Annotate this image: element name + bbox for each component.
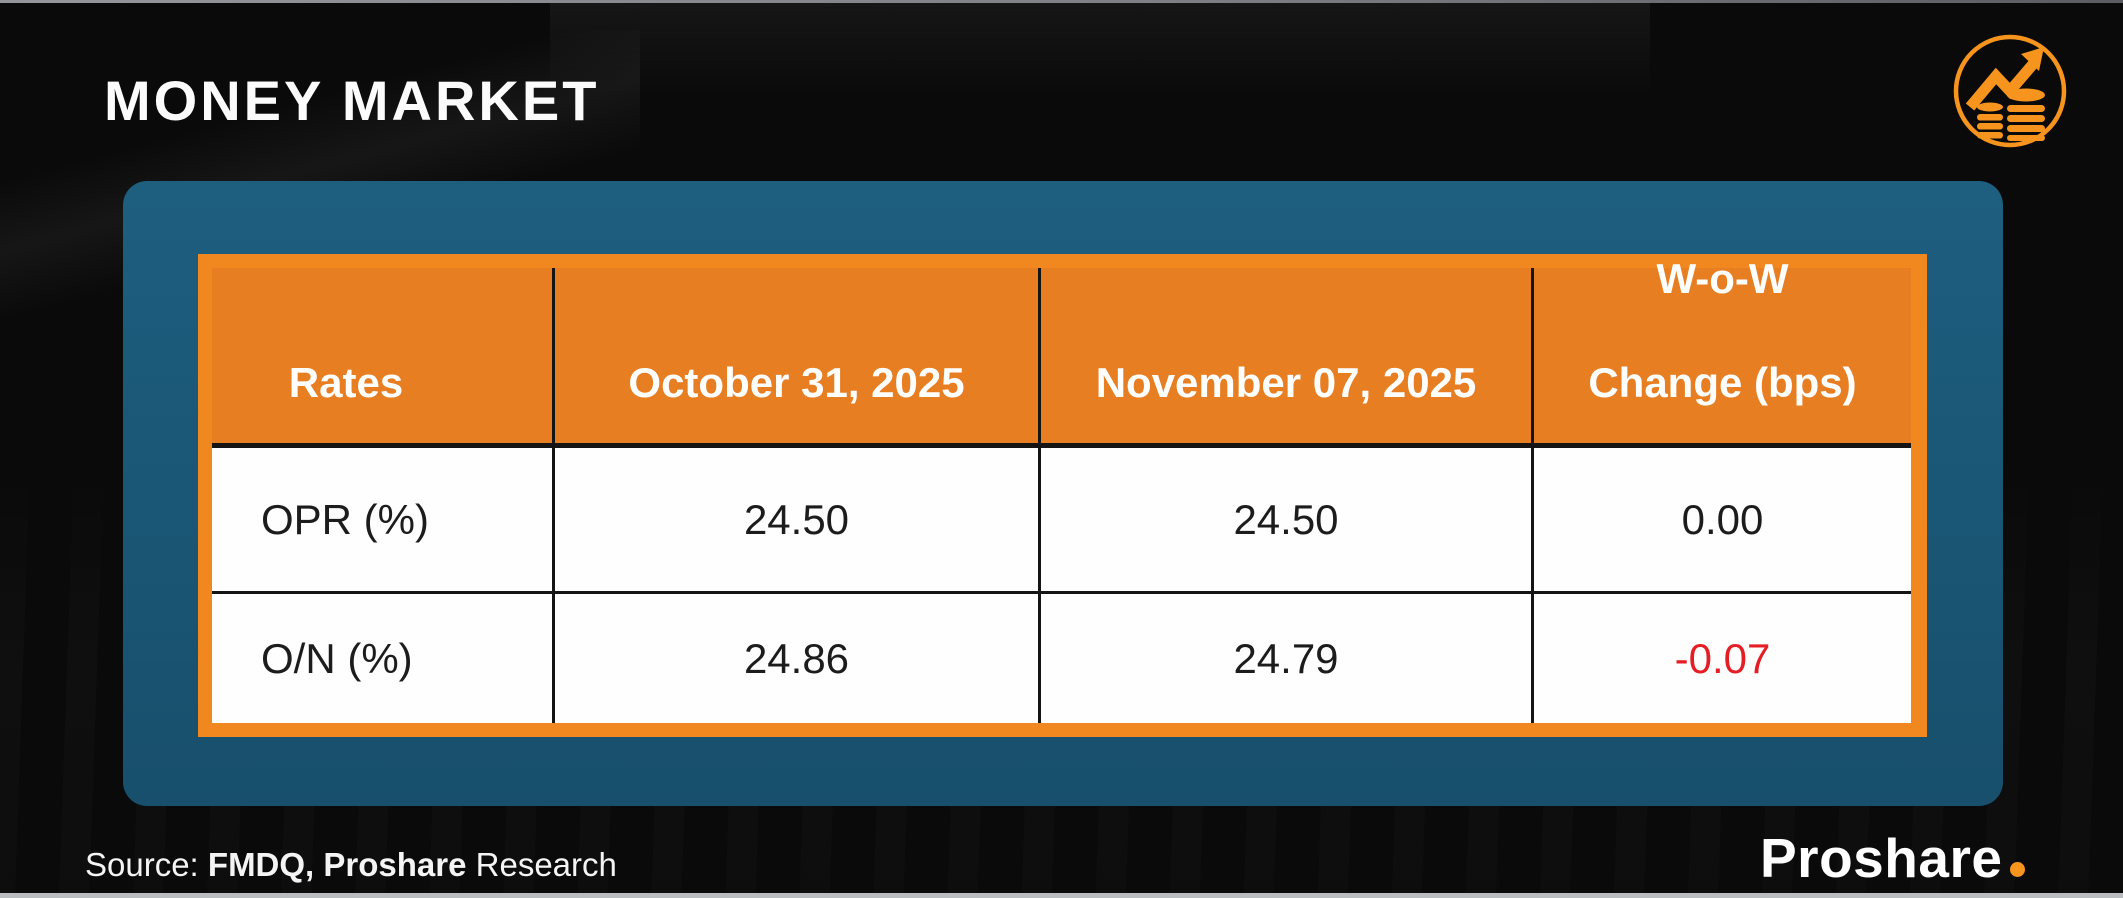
proshare-wordmark-text: Proshare (1760, 827, 2003, 889)
source-prefix: Source: (85, 846, 208, 883)
on-label: O/N (%) (261, 634, 413, 682)
page-title: MONEY MARKET (104, 69, 600, 132)
source-line: Source: FMDQ, Proshare Research (85, 846, 617, 884)
opr-curr-value: 24.50 (1233, 495, 1339, 543)
header-october-label: October 31, 2025 (628, 359, 965, 406)
header-wow-line1: W-o-W (1656, 255, 1789, 302)
source-bold: FMDQ, Proshare (207, 846, 467, 883)
top-edge-line (0, 0, 2123, 3)
header-wow-line2: Change (bps) (1588, 359, 1857, 406)
on-change-value: -0.07 (1674, 634, 1771, 682)
rates-table-frame: Rates October 31, 2025 November 07, 2025… (198, 254, 1927, 737)
opr-prev-value: 24.50 (743, 495, 850, 543)
header-wow-change: W-o-W Change (bps) (1534, 255, 1911, 445)
table-row-on-curr: 24.79 (1041, 594, 1531, 723)
background-streak (550, 0, 1650, 120)
table-row-on-prev: 24.86 (555, 594, 1038, 723)
header-rates: Rates (212, 268, 552, 445)
on-curr-value: 24.79 (1233, 634, 1339, 682)
table-row-opr-label: OPR (%) (212, 448, 552, 591)
bottom-edge-line (0, 893, 2123, 898)
opr-label: OPR (%) (261, 495, 429, 543)
header-rates-label: Rates (288, 359, 404, 406)
header-october: October 31, 2025 (555, 268, 1038, 445)
growth-coins-logo (1950, 31, 2070, 151)
header-november-label: November 07, 2025 (1095, 359, 1477, 406)
on-prev-value: 24.86 (743, 634, 850, 682)
rates-table: Rates October 31, 2025 November 07, 2025… (212, 255, 1911, 723)
proshare-orange-dot-icon (2010, 862, 2026, 877)
header-november: November 07, 2025 (1041, 268, 1531, 445)
growth-arrow-coins-icon (1953, 34, 2067, 148)
table-row-opr-prev: 24.50 (555, 448, 1038, 591)
table-row-on-change: -0.07 (1534, 594, 1911, 723)
table-row-opr-change: 0.00 (1534, 448, 1911, 591)
proshare-wordmark: Proshare (1760, 826, 2026, 890)
source-suffix: Research (466, 846, 617, 883)
table-row-on-label: O/N (%) (212, 594, 552, 723)
opr-change-value: 0.00 (1681, 495, 1764, 543)
table-row-opr-curr: 24.50 (1041, 448, 1531, 591)
